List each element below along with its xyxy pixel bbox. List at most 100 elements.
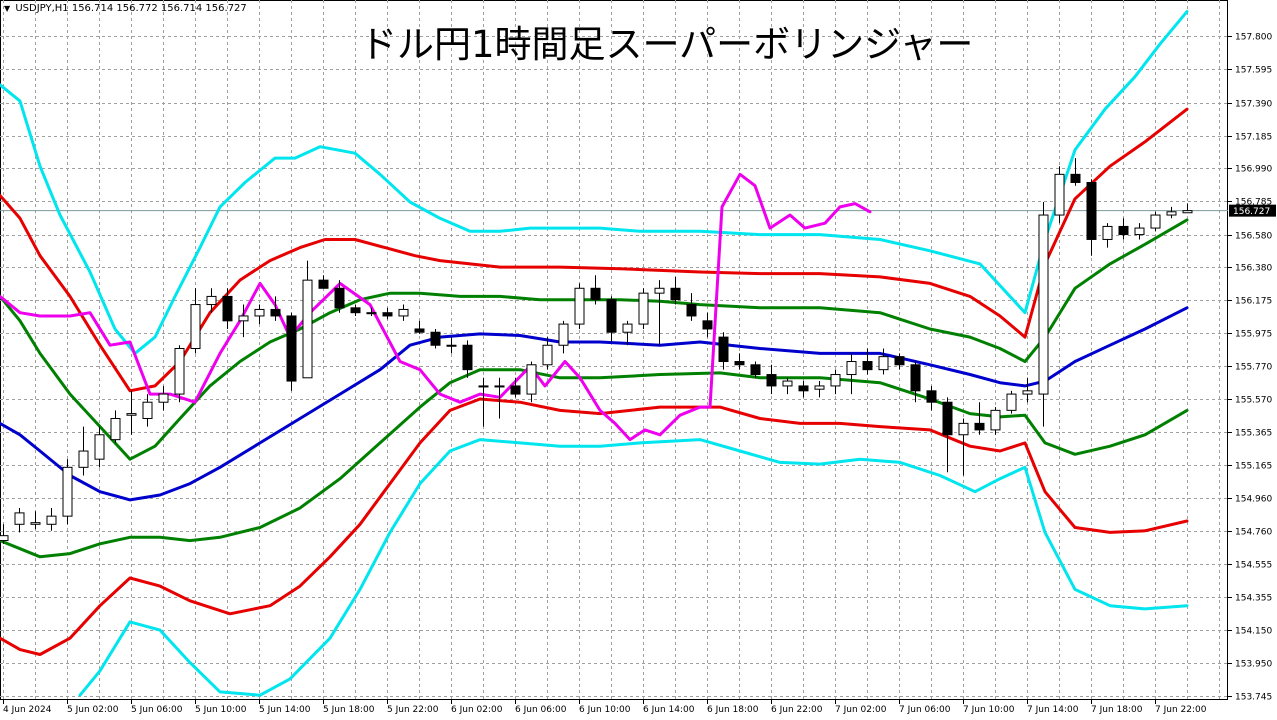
candle-body — [174, 348, 185, 395]
candle-body — [638, 292, 649, 325]
y-tick-label: 156.785 — [1235, 198, 1272, 208]
candle-body — [126, 413, 137, 416]
x-tick-label: 7 Jun 02:00 — [835, 705, 887, 715]
x-tick-label: 5 Jun 18:00 — [323, 705, 375, 715]
candle-body — [398, 308, 409, 317]
price-axis: 157.800 157.595 157.390 157.185 156.990 156.7… — [1228, 33, 1276, 703]
candle-body — [462, 344, 473, 371]
candle — [446, 337, 457, 354]
candle-body — [254, 308, 265, 317]
candle — [606, 296, 617, 342]
y-tick-label: 157.595 — [1235, 66, 1272, 76]
x-tick-label: 6 Jun 06:00 — [515, 705, 567, 715]
candle — [1166, 206, 1177, 219]
candle-body — [670, 287, 681, 301]
band-line-2 — [0, 218, 1189, 461]
candle — [286, 312, 297, 391]
time-axis: 4 Jun 2024 5 Jun 02:00 5 Jun 06:00 5 Jun 10… — [3, 700, 1207, 715]
candle — [638, 288, 649, 329]
candle-body — [510, 385, 521, 395]
candle-body — [830, 374, 841, 387]
candle — [622, 320, 633, 346]
candle — [414, 320, 425, 334]
y-tick-label: 155.365 — [1235, 429, 1272, 439]
candle-body — [62, 466, 73, 517]
candle — [0, 524, 9, 544]
x-tick-label: 6 Jun 14:00 — [643, 705, 695, 715]
candle-body — [1150, 214, 1161, 229]
candle-body — [1182, 210, 1193, 214]
candle-body — [1166, 211, 1177, 216]
y-tick-label: 155.165 — [1235, 462, 1272, 472]
candle-body — [1054, 173, 1065, 216]
candle — [1134, 223, 1145, 240]
candle-body — [334, 287, 345, 309]
candle-body — [494, 385, 505, 388]
candle — [958, 418, 969, 476]
candle — [334, 280, 345, 313]
band-line-5 — [0, 397, 1189, 656]
candle — [254, 304, 265, 325]
x-tick-label: 5 Jun 06:00 — [131, 705, 183, 715]
candle — [174, 345, 185, 403]
candle-body — [734, 361, 745, 366]
candle-body — [158, 393, 169, 403]
candle — [462, 340, 473, 378]
candle — [14, 508, 25, 533]
candle-body — [958, 422, 969, 436]
candle — [718, 332, 729, 370]
y-tick-label: 154.960 — [1235, 495, 1272, 505]
candle — [862, 348, 873, 375]
y-tick-label: 155.770 — [1235, 363, 1272, 373]
candle — [238, 304, 249, 338]
candles — [0, 158, 1193, 544]
candle-body — [94, 434, 105, 460]
current-price-label: 156.727 — [1233, 207, 1270, 217]
candle — [750, 361, 761, 378]
candle-body — [366, 312, 377, 315]
candle-body — [622, 323, 633, 333]
x-tick-label: 5 Jun 10:00 — [195, 705, 247, 715]
x-tick-label: 5 Jun 14:00 — [259, 705, 311, 715]
collapse-triangle-icon[interactable]: ▼ — [4, 4, 11, 13]
candle — [478, 377, 489, 427]
candle — [158, 385, 169, 411]
candle — [510, 377, 521, 398]
candle — [126, 390, 137, 435]
candle — [814, 381, 825, 398]
ohlc-values: 156.714 156.772 156.714 156.727 — [71, 3, 247, 14]
candle-body — [990, 409, 1001, 431]
candle — [1038, 202, 1049, 427]
candle-body — [1086, 181, 1097, 240]
candle — [270, 296, 281, 321]
candle — [142, 394, 153, 427]
candle-body — [782, 380, 793, 387]
candle-body — [270, 308, 281, 317]
x-tick-label: 5 Jun 22:00 — [387, 705, 439, 715]
candle-body — [590, 287, 601, 301]
candle-body — [286, 315, 297, 382]
y-tick-label: 156.380 — [1235, 264, 1272, 274]
candle — [974, 402, 985, 435]
candle-body — [926, 390, 937, 403]
chart-title: ドル円1時間足スーパーボリンジャー — [360, 23, 974, 66]
x-tick-label: 7 Jun 18:00 — [1091, 705, 1143, 715]
candle — [766, 364, 777, 395]
candle — [926, 385, 937, 411]
x-tick-label: 7 Jun 06:00 — [899, 705, 951, 715]
band-line-3 — [0, 306, 1189, 502]
candle-body — [190, 304, 201, 350]
y-tick-label: 153.745 — [1235, 693, 1272, 703]
candle-body — [558, 323, 569, 346]
candle-body — [654, 287, 665, 294]
candle — [318, 275, 329, 289]
candle-body — [110, 417, 121, 441]
symbol-header: ▼ USDJPY,H1 156.714 156.772 156.714 156.… — [4, 3, 247, 14]
x-tick-label: 6 Jun 18:00 — [707, 705, 759, 715]
candle-body — [1006, 393, 1017, 411]
candle-body — [526, 364, 537, 395]
y-tick-label: 157.185 — [1235, 133, 1272, 143]
candle — [94, 426, 105, 468]
candle-body — [1070, 173, 1081, 183]
